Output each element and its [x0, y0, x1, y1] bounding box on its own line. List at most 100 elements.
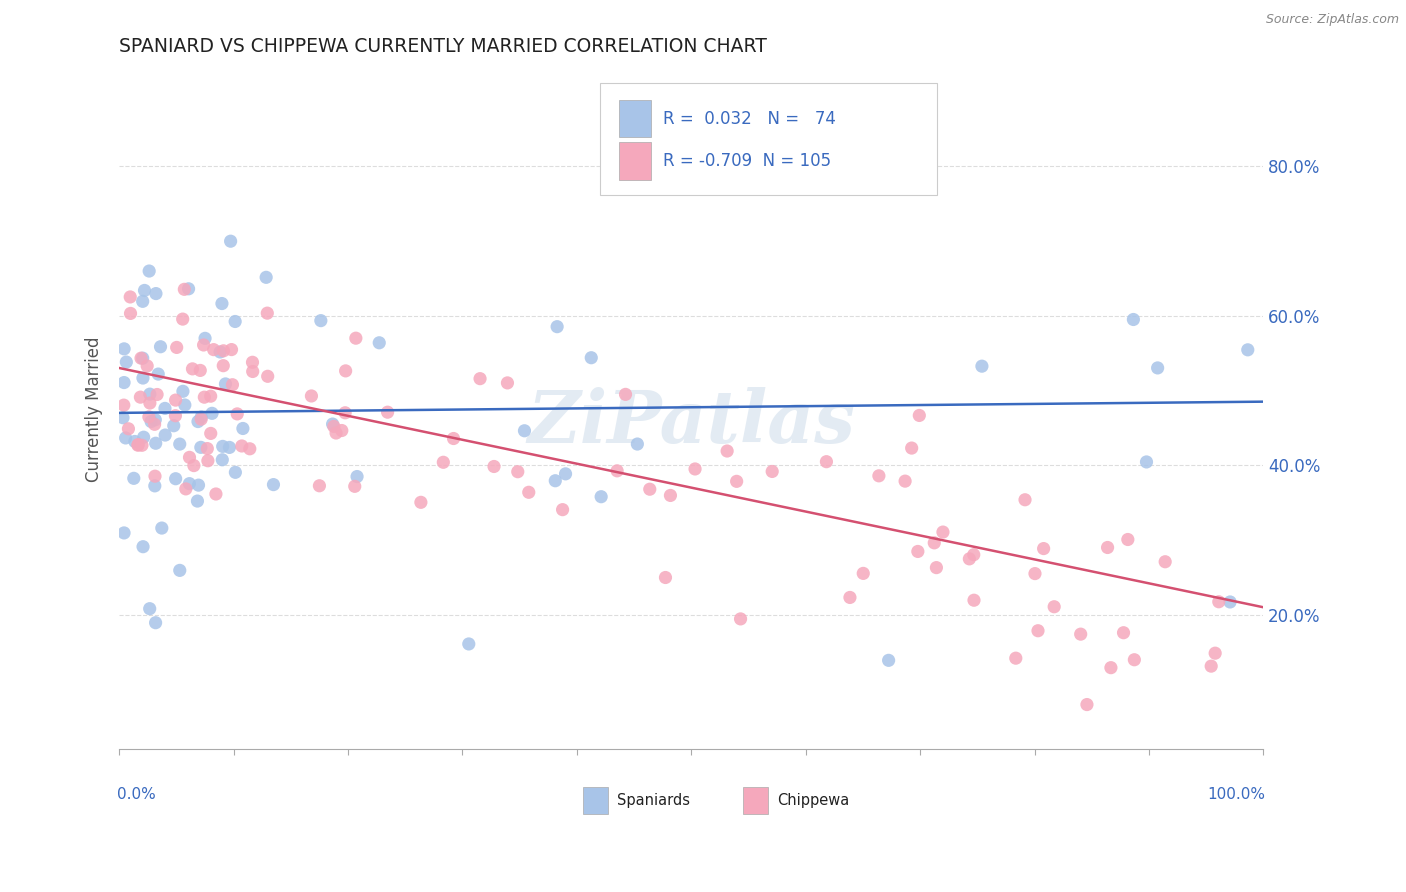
Point: [143, 413, 166, 427]
Text: SPANIARD VS CHIPPEWA CURRENTLY MARRIED CORRELATION CHART: SPANIARD VS CHIPPEWA CURRENTLY MARRIED C…: [120, 37, 768, 56]
Point: [205, 487, 228, 501]
Point: [432, 455, 454, 469]
Point: [120, 306, 142, 320]
Point: [546, 319, 568, 334]
Point: [145, 286, 167, 301]
Point: [165, 472, 187, 486]
Point: [1004, 651, 1026, 665]
Point: [256, 306, 278, 320]
Text: 0.0%: 0.0%: [117, 787, 156, 802]
Point: [221, 377, 243, 392]
Point: [138, 264, 160, 278]
Text: 100.0%: 100.0%: [1208, 787, 1265, 802]
Point: [221, 343, 243, 357]
Point: [333, 406, 356, 420]
Point: [173, 282, 195, 296]
Point: [190, 412, 212, 426]
Point: [194, 331, 217, 345]
Point: [149, 340, 172, 354]
Point: [165, 393, 187, 408]
Bar: [619, 100, 651, 137]
Point: [457, 637, 479, 651]
Point: [262, 477, 284, 491]
Point: [232, 421, 254, 435]
Point: [409, 495, 432, 509]
Point: [169, 563, 191, 577]
Text: ZiPatlas: ZiPatlas: [527, 387, 855, 458]
Point: [177, 282, 200, 296]
Point: [153, 401, 176, 416]
Point: [136, 359, 159, 373]
Point: [443, 432, 465, 446]
Point: [112, 342, 135, 356]
Point: [187, 415, 209, 429]
Point: [145, 615, 167, 630]
Point: [932, 525, 955, 540]
Point: [591, 490, 613, 504]
Point: [169, 437, 191, 451]
Point: [150, 521, 173, 535]
Point: [138, 601, 160, 615]
Point: [111, 410, 134, 425]
Point: [1026, 624, 1049, 638]
Text: R = -0.709  N = 105: R = -0.709 N = 105: [662, 152, 831, 169]
Point: [143, 469, 166, 483]
Text: R =  0.032   N =   74: R = 0.032 N = 74: [662, 110, 835, 128]
Point: [139, 415, 162, 429]
Point: [894, 474, 917, 488]
Point: [506, 465, 529, 479]
Point: [239, 442, 262, 456]
Point: [335, 364, 357, 378]
Point: [868, 468, 890, 483]
Point: [1135, 455, 1157, 469]
Point: [308, 479, 330, 493]
Point: [197, 454, 219, 468]
Point: [970, 359, 993, 374]
Point: [186, 494, 208, 508]
Point: [181, 362, 204, 376]
Point: [131, 438, 153, 452]
Point: [129, 351, 152, 366]
Point: [179, 450, 201, 465]
Point: [683, 462, 706, 476]
Point: [256, 369, 278, 384]
Point: [114, 431, 136, 445]
Text: Spaniards: Spaniards: [617, 793, 690, 808]
Point: [211, 452, 233, 467]
Point: [124, 434, 146, 449]
Point: [513, 424, 536, 438]
Point: [468, 372, 491, 386]
Point: [344, 331, 367, 345]
Text: Chippewa: Chippewa: [778, 793, 849, 808]
Point: [190, 441, 212, 455]
Point: [1116, 533, 1139, 547]
Point: [209, 345, 232, 359]
Point: [301, 389, 323, 403]
Bar: [619, 142, 651, 179]
Point: [242, 364, 264, 378]
Point: [638, 482, 661, 496]
Point: [1043, 599, 1066, 614]
Point: [139, 396, 162, 410]
Point: [112, 398, 135, 412]
Point: [1236, 343, 1258, 357]
Point: [659, 488, 682, 502]
Point: [852, 566, 875, 581]
Bar: [742, 787, 768, 814]
Point: [815, 455, 838, 469]
Point: [1099, 661, 1122, 675]
Point: [242, 355, 264, 369]
Bar: [582, 787, 607, 814]
Point: [143, 417, 166, 432]
Point: [963, 548, 986, 562]
Point: [211, 439, 233, 453]
Point: [179, 476, 201, 491]
Point: [1070, 627, 1092, 641]
Point: [132, 351, 155, 366]
Point: [925, 560, 948, 574]
Point: [614, 387, 637, 401]
Point: [517, 485, 540, 500]
Point: [202, 343, 225, 357]
Point: [368, 335, 391, 350]
Point: [496, 376, 519, 390]
